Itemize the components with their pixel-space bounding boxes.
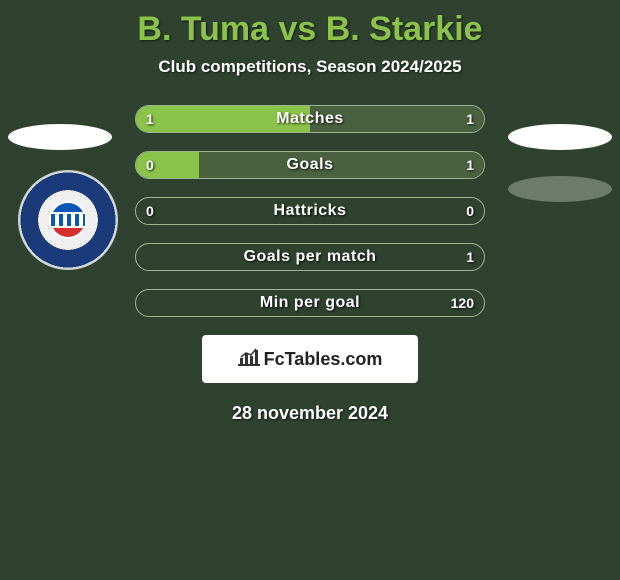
stat-label: Min per goal bbox=[136, 294, 484, 312]
stat-row: 00Hattricks bbox=[135, 197, 485, 225]
stat-row: 01Goals bbox=[135, 151, 485, 179]
stat-row: 1Goals per match bbox=[135, 243, 485, 271]
stat-label: Goals per match bbox=[136, 248, 484, 266]
stat-label: Hattricks bbox=[136, 202, 484, 220]
stat-row: 11Matches bbox=[135, 105, 485, 133]
brand-logo[interactable]: FcTables.com bbox=[202, 335, 418, 383]
date-text: 28 november 2024 bbox=[0, 403, 620, 424]
stat-label: Matches bbox=[136, 110, 484, 128]
page-subtitle: Club competitions, Season 2024/2025 bbox=[0, 57, 620, 77]
stat-label: Goals bbox=[136, 156, 484, 174]
brand-text: FcTables.com bbox=[264, 349, 383, 370]
chart-icon bbox=[238, 348, 260, 371]
page-title: B. Tuma vs B. Starkie bbox=[0, 0, 620, 49]
stat-row: 120Min per goal bbox=[135, 289, 485, 317]
stats-block: 11Matches 01Goals 00Hattricks 1Goals per ma… bbox=[0, 105, 620, 317]
